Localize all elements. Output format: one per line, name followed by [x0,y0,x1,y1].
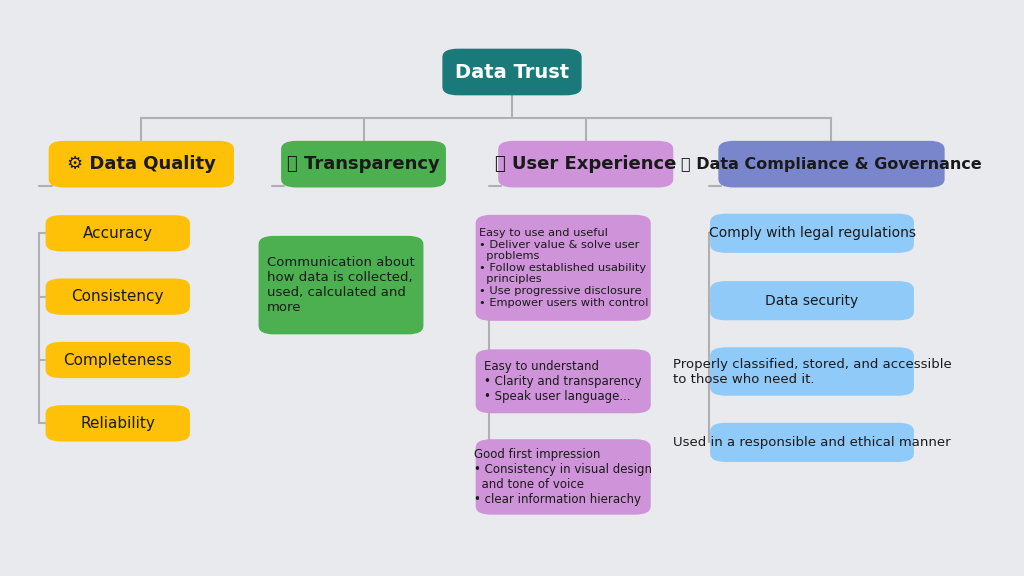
Text: Completeness: Completeness [63,353,172,367]
Text: Comply with legal regulations: Comply with legal regulations [709,226,915,240]
FancyBboxPatch shape [45,279,190,315]
Text: Properly classified, stored, and accessible
to those who need it.: Properly classified, stored, and accessi… [673,358,951,385]
Text: Data security: Data security [765,294,859,308]
FancyBboxPatch shape [498,141,674,188]
Text: 📋 Transparency: 📋 Transparency [287,155,440,173]
FancyBboxPatch shape [281,141,446,188]
FancyBboxPatch shape [475,349,651,414]
FancyBboxPatch shape [711,347,914,396]
FancyBboxPatch shape [45,406,190,441]
Text: Reliability: Reliability [80,416,156,431]
FancyBboxPatch shape [475,439,651,515]
Text: Easy to use and useful
• Deliver value & solve user
  problems
• Follow establis: Easy to use and useful • Deliver value &… [478,228,648,308]
Text: Easy to understand
• Clarity and transparency
• Speak user language...: Easy to understand • Clarity and transpa… [484,360,642,403]
FancyBboxPatch shape [49,141,233,188]
Text: Accuracy: Accuracy [83,226,153,241]
Text: Used in a responsible and ethical manner: Used in a responsible and ethical manner [673,436,951,449]
Text: ✅ Data Compliance & Governance: ✅ Data Compliance & Governance [681,157,982,172]
FancyBboxPatch shape [442,49,582,95]
FancyBboxPatch shape [711,214,914,253]
Text: Consistency: Consistency [72,289,164,304]
Text: 👍 User Experience: 👍 User Experience [495,155,677,173]
FancyBboxPatch shape [475,215,651,321]
Text: Good first impression
• Consistency in visual design
  and tone of voice
• clear: Good first impression • Consistency in v… [474,448,652,506]
Text: Communication about
how data is collected,
used, calculated and
more: Communication about how data is collecte… [267,256,415,314]
FancyBboxPatch shape [719,141,944,188]
Text: Data Trust: Data Trust [455,63,569,81]
FancyBboxPatch shape [45,342,190,378]
FancyBboxPatch shape [711,281,914,320]
FancyBboxPatch shape [711,423,914,462]
FancyBboxPatch shape [45,215,190,251]
Text: ⚙ Data Quality: ⚙ Data Quality [67,155,216,173]
FancyBboxPatch shape [258,236,424,334]
